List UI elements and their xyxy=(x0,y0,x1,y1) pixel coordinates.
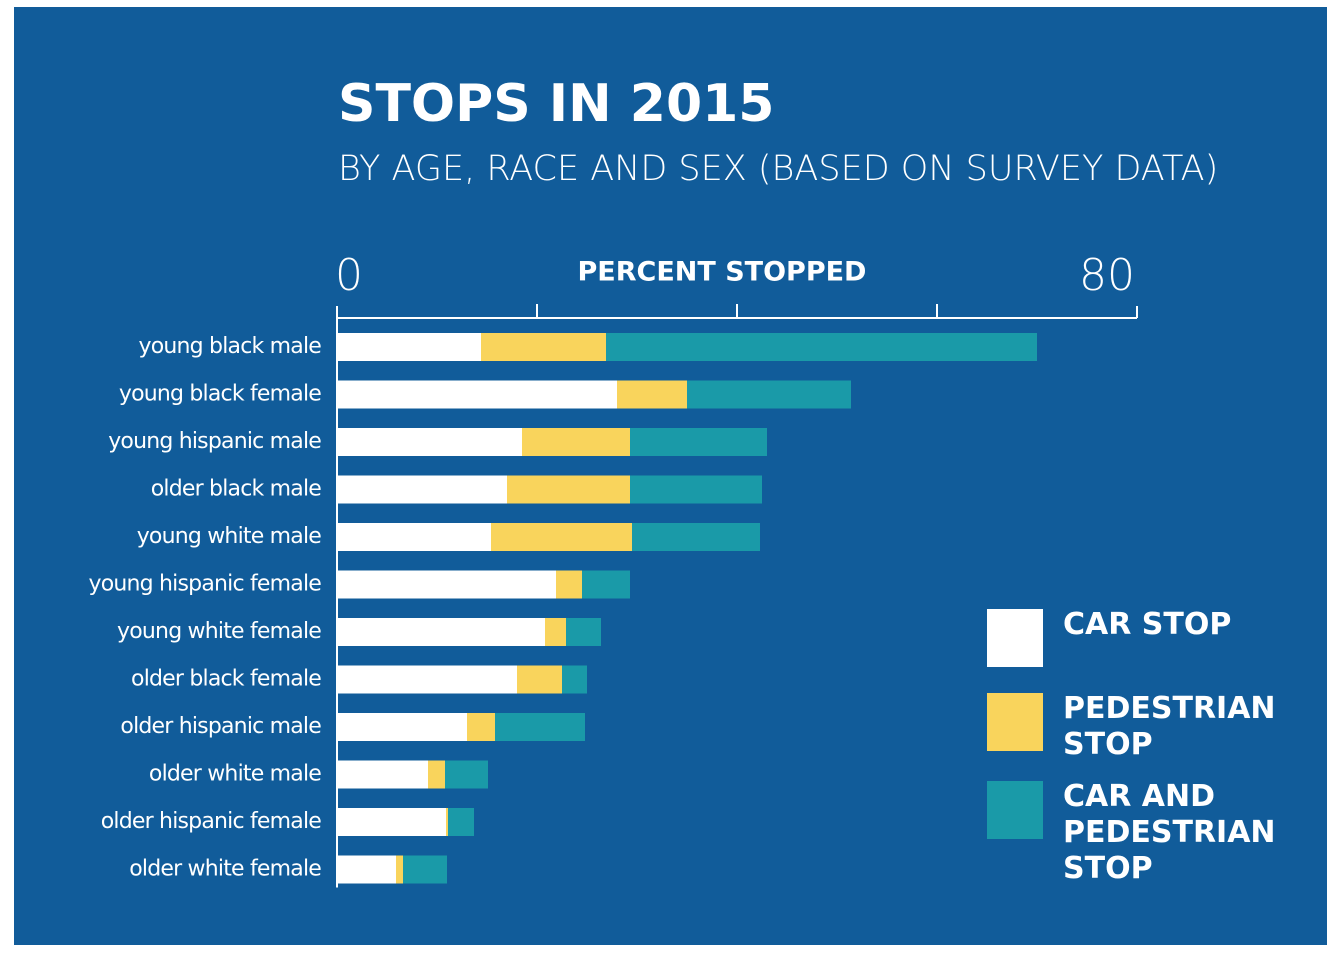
legend-label: CAR AND PEDESTRIAN STOP xyxy=(1063,779,1276,886)
bar-segment xyxy=(495,713,585,741)
chart-title: STOPS IN 2015 xyxy=(338,74,775,134)
bar-segment xyxy=(545,618,566,646)
bar-segment xyxy=(617,380,687,409)
bar-segment xyxy=(467,713,495,741)
bar-segment xyxy=(337,428,522,456)
y-tick-label: young hispanic male xyxy=(108,429,321,454)
y-tick-label: young black male xyxy=(139,334,322,359)
legend-swatch xyxy=(987,781,1043,839)
legend-label: PEDESTRIAN STOP xyxy=(1063,691,1276,762)
bar-segment xyxy=(337,618,545,646)
bar-segment xyxy=(337,475,507,504)
bar-segment xyxy=(428,760,445,789)
bar-segment xyxy=(446,808,448,836)
bar-segment xyxy=(562,665,587,694)
bar-segment xyxy=(606,333,1037,361)
y-tick-label: older hispanic female xyxy=(101,809,322,834)
bar-segment xyxy=(507,475,630,504)
y-tick-label: young white male xyxy=(137,524,322,549)
bar-segment xyxy=(522,428,630,456)
x-tick-label: 80 xyxy=(1079,250,1135,301)
bar-segment xyxy=(582,570,630,599)
bar-segment xyxy=(517,665,562,694)
y-tick-label: older black female xyxy=(131,667,321,692)
legend-swatch xyxy=(987,693,1043,751)
bar-segment xyxy=(337,380,617,409)
bar-segment xyxy=(337,808,446,836)
bar-segment xyxy=(491,523,632,551)
bar-segment xyxy=(337,713,467,741)
bar-segment xyxy=(337,855,396,884)
bar-segment xyxy=(337,570,556,599)
bar-segment xyxy=(448,808,474,836)
bar-segment xyxy=(337,665,517,694)
legend-label: CAR STOP xyxy=(1063,607,1232,642)
bar-segment xyxy=(337,760,428,789)
x-tick-label: 0 xyxy=(335,250,363,301)
chart-subtitle: BY AGE, RACE AND SEX (BASED ON SURVEY DA… xyxy=(338,149,1218,189)
bar-segment xyxy=(630,428,767,456)
bar-segment xyxy=(687,380,851,409)
y-tick-label: young hispanic female xyxy=(89,572,322,597)
y-tick-label: young white female xyxy=(117,619,321,644)
legend-swatch xyxy=(987,609,1043,667)
y-tick-label: older white female xyxy=(129,857,321,882)
bar-segment xyxy=(630,475,762,504)
y-tick-label: older hispanic male xyxy=(120,714,321,739)
bar-segment xyxy=(403,855,447,884)
bar-segment xyxy=(481,333,606,361)
bar-segment xyxy=(632,523,760,551)
y-tick-label: older black male xyxy=(151,477,322,502)
bar-segment xyxy=(445,760,488,789)
bar-segment xyxy=(396,855,403,884)
bar-segment xyxy=(337,523,491,551)
bar-segment xyxy=(337,333,481,361)
x-axis-label: PERCENT STOPPED xyxy=(578,257,867,288)
bar-segment xyxy=(556,570,582,599)
y-tick-label: older white male xyxy=(149,762,321,787)
y-tick-label: young black female xyxy=(119,382,321,407)
bar-segment xyxy=(566,618,601,646)
